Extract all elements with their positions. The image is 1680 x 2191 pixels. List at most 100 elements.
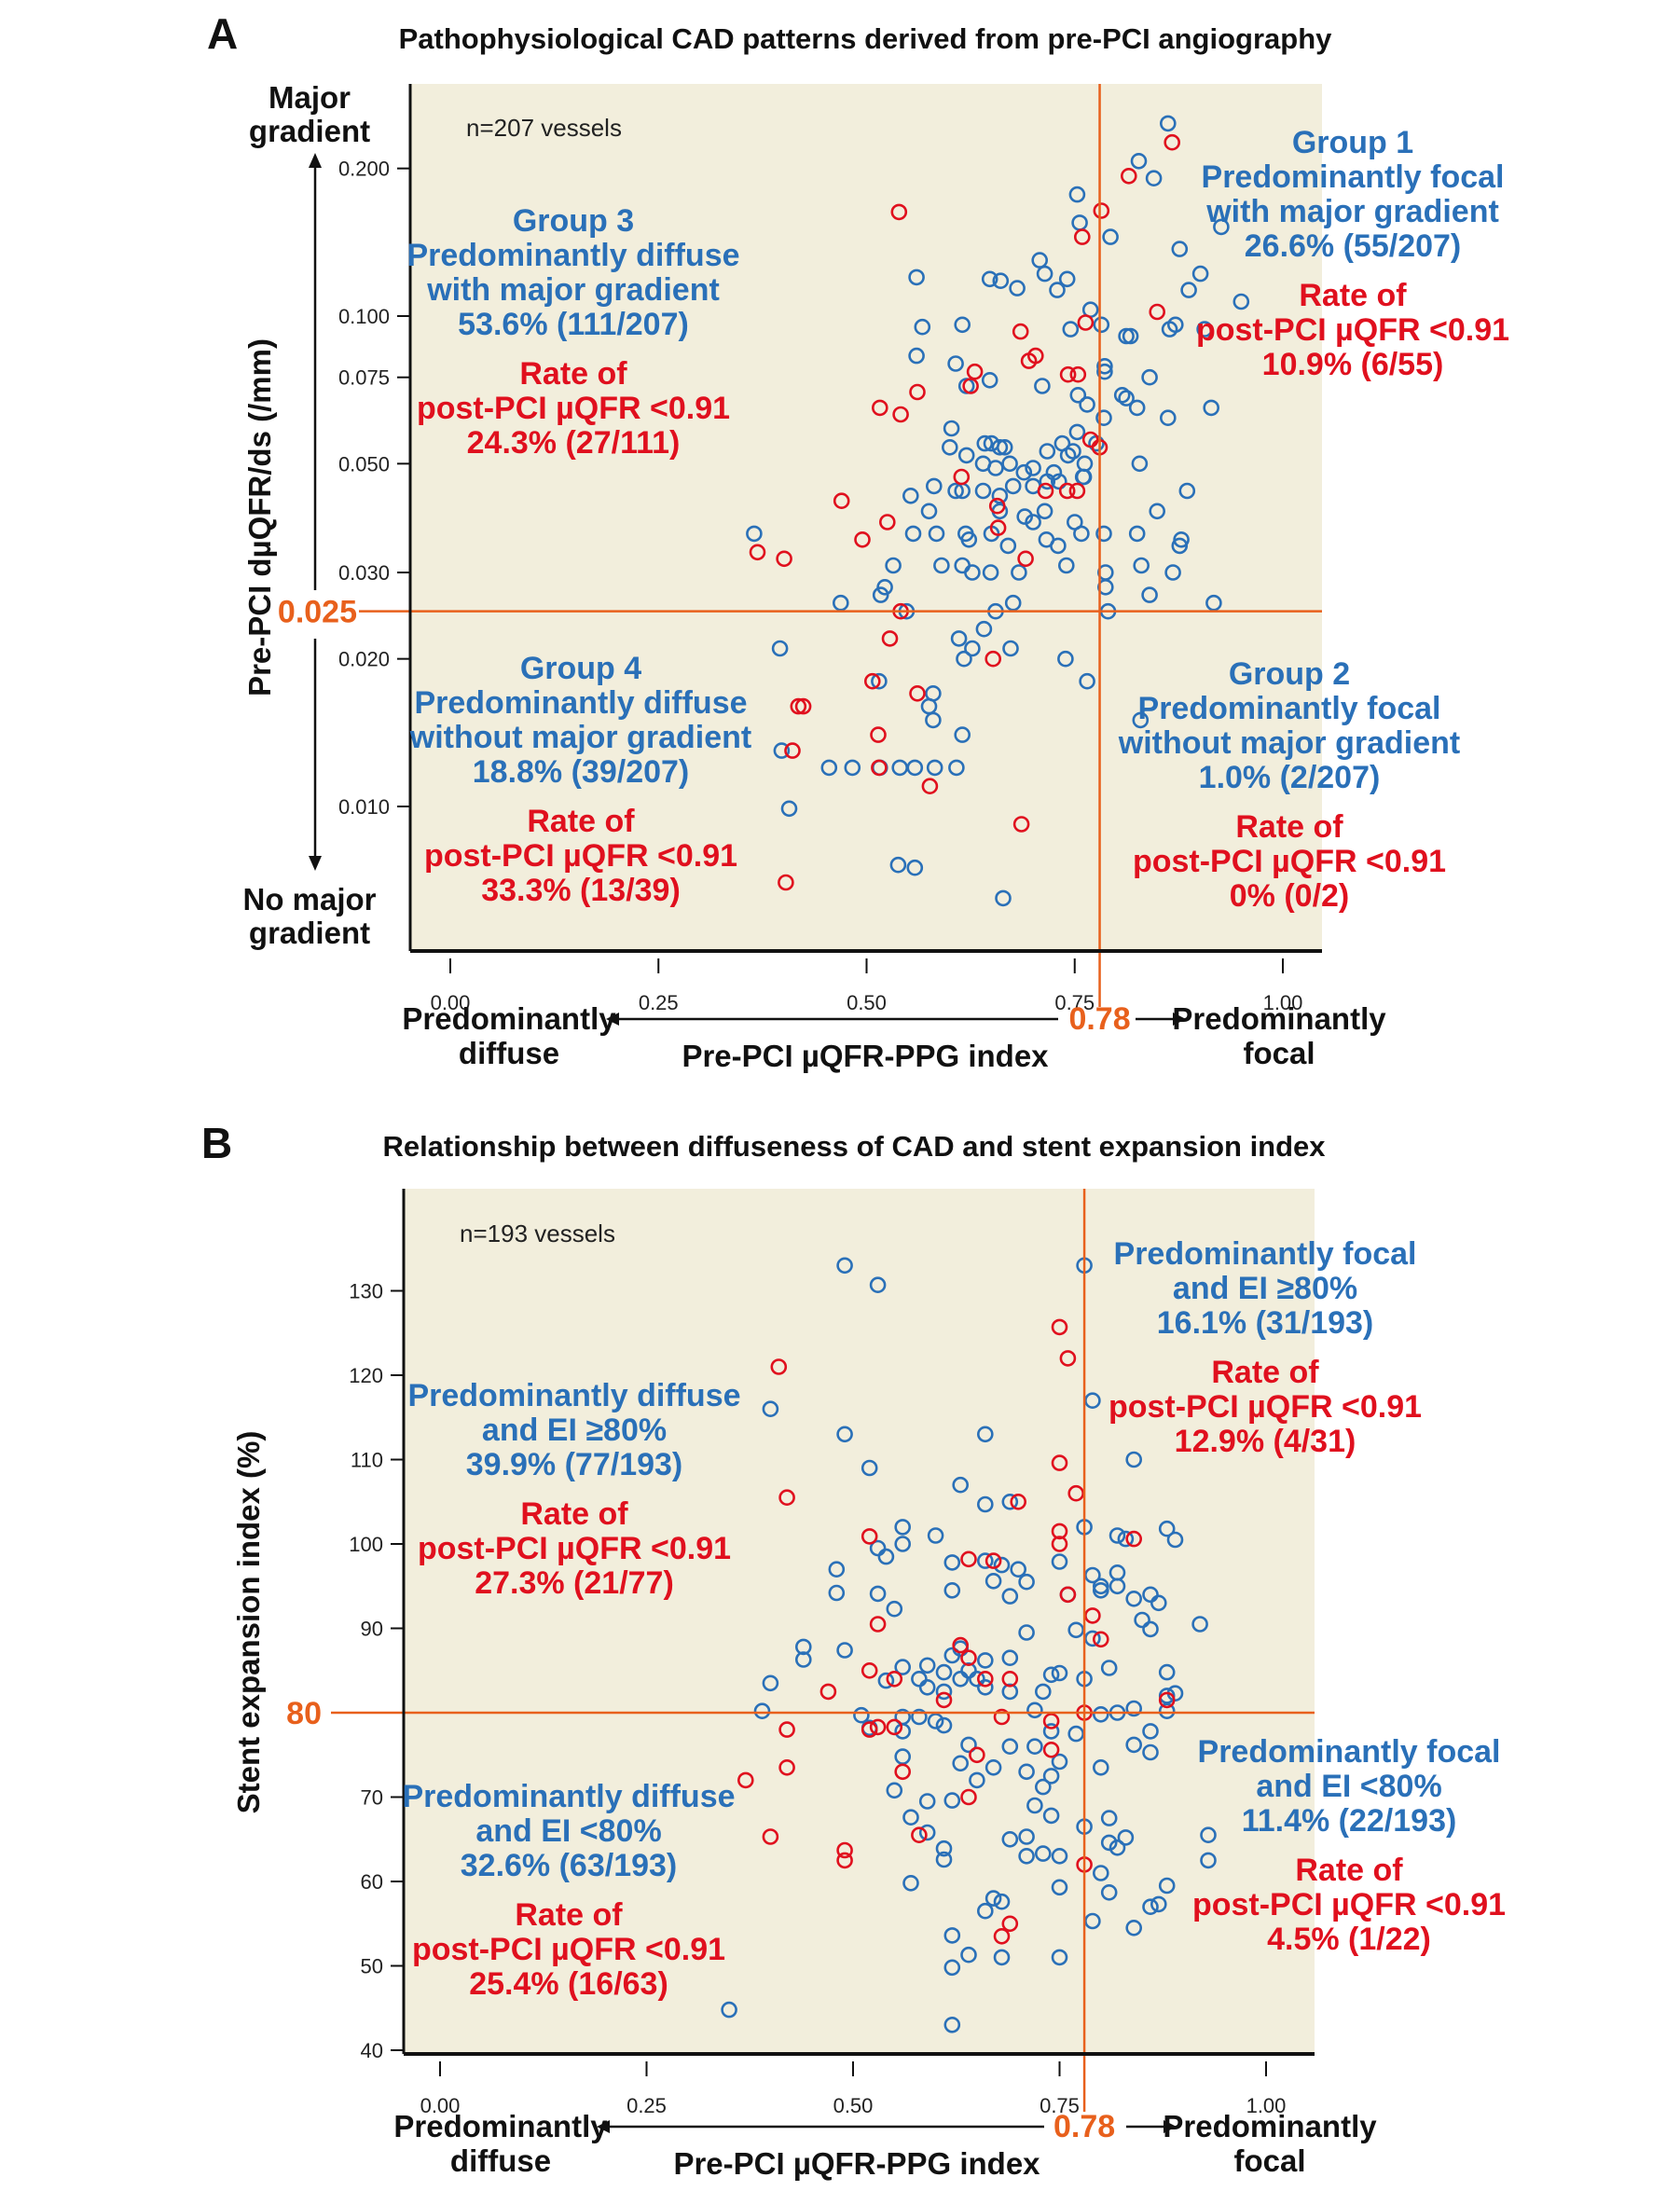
axes-b: 0.00 0.25 0.50 0.75 1.00 40 50 60 70 90 100 110 120 1…	[231, 1189, 1315, 2144]
data-point-red	[861, 1721, 878, 1738]
data-point-red	[952, 1636, 969, 1654]
x-direction-left: diffuse	[459, 1036, 559, 1070]
data-point-red	[886, 1671, 903, 1688]
data-point-blue	[977, 1679, 994, 1696]
annotation-group-bottom-left: Predominantly diffuse	[414, 685, 747, 721]
data-point-red	[969, 1746, 985, 1764]
data-point-blue	[1093, 1865, 1109, 1881]
annotation-rate-top-left: Rate of	[519, 356, 627, 392]
data-point-blue	[1051, 1879, 1068, 1896]
annotation-group-bottom-left: 32.6% (63/193)	[461, 1848, 678, 1883]
annotation-group-bottom-right: Predominantly focal	[1198, 1734, 1501, 1770]
data-point-red	[1051, 1523, 1068, 1540]
data-point-blue	[1001, 1683, 1019, 1701]
data-point-blue	[981, 270, 998, 288]
data-point-blue	[902, 1809, 919, 1826]
data-point-red	[890, 203, 908, 221]
data-point-blue	[987, 460, 1004, 476]
data-point-red	[836, 1852, 853, 1869]
data-point-red	[790, 697, 807, 715]
x-tick-label: 0.00	[420, 2094, 461, 2117]
annotation-rate-bottom-right: Rate of	[1235, 809, 1343, 845]
data-point-blue	[908, 347, 925, 365]
annotation-rate-bottom-right: Rate of	[1295, 1853, 1403, 1888]
annotation-rate-top-right: Rate of	[1211, 1355, 1319, 1390]
data-point-blue	[1130, 153, 1148, 170]
data-point-blue	[1150, 1594, 1167, 1612]
data-point-blue	[853, 1706, 870, 1724]
y-tick-label: 70	[361, 1786, 383, 1810]
x-tick-label: 0.50	[847, 991, 887, 1014]
data-point-blue	[1001, 1588, 1019, 1605]
data-point-red	[988, 497, 1006, 515]
y-direction-top: Major	[269, 80, 351, 115]
data-point-red	[778, 874, 794, 891]
x-tick-label: 0.00	[431, 991, 471, 1014]
data-point-blue	[1051, 473, 1067, 490]
data-point-red	[1084, 1607, 1101, 1624]
annotation-rate-top-left: Rate of	[520, 1496, 628, 1532]
data-point-red	[861, 1528, 878, 1545]
panel-letter-a: A	[207, 9, 238, 58]
data-point-red	[870, 726, 887, 743]
data-point-blue	[992, 272, 1010, 290]
data-point-blue	[943, 1554, 961, 1571]
annotation-group-bottom-left: Predominantly diffuse	[402, 1779, 735, 1814]
x-direction-left: Predominantly	[393, 2109, 608, 2143]
arrow-right-icon	[1173, 1013, 1186, 1026]
data-point-blue	[943, 1792, 961, 1809]
data-point-blue	[918, 1824, 936, 1841]
data-point-red	[1068, 482, 1086, 500]
data-point-blue	[902, 487, 919, 504]
arrow-left-icon	[597, 2120, 610, 2133]
data-point-blue	[872, 586, 889, 603]
data-point-blue	[1084, 1912, 1101, 1930]
data-point-blue	[1051, 1753, 1068, 1771]
annotation-rate-bottom-left: Rate of	[527, 804, 635, 839]
data-point-blue	[1057, 650, 1074, 668]
data-point-red	[894, 1763, 912, 1781]
data-point-blue	[1018, 1828, 1035, 1845]
data-point-blue	[993, 1949, 1011, 1966]
data-point-red	[1164, 133, 1180, 151]
data-point-blue	[1145, 170, 1163, 186]
data-point-blue	[836, 1257, 853, 1275]
data-point-blue	[886, 1782, 903, 1799]
data-point-blue	[1058, 270, 1076, 288]
data-point-blue	[960, 1662, 977, 1679]
y-tick-label: 40	[361, 2039, 383, 2062]
data-point-blue	[1042, 1768, 1060, 1784]
data-point-blue	[1125, 1451, 1142, 1468]
axes-a: 0.00 0.25 0.50 0.75 1.00 0.200 0.100 0.075 0.050…	[242, 84, 1322, 1037]
data-point-blue	[935, 1683, 953, 1701]
data-point-blue	[1171, 537, 1189, 555]
data-point-blue	[1042, 1666, 1060, 1684]
data-point-blue	[1011, 564, 1027, 581]
annotation-group-bottom-right: Predominantly focal	[1138, 691, 1441, 726]
data-point-blue	[918, 1657, 936, 1674]
panel-b-title: Relationship between diffuseness of CAD …	[382, 1130, 1326, 1163]
threshold-label-x: 0.78	[1068, 1001, 1130, 1037]
data-point-red	[960, 1649, 977, 1666]
annotation-group-bottom-left: and EI <80%	[475, 1813, 661, 1849]
arrow-right-icon	[1164, 2120, 1177, 2133]
data-point-blue	[1035, 1778, 1052, 1796]
data-point-blue	[943, 2017, 961, 2033]
annotation-group-top-left: Predominantly diffuse	[407, 1378, 740, 1413]
data-point-red	[1001, 1671, 1019, 1688]
data-point-blue	[1125, 1591, 1142, 1607]
panel-letter-b: B	[201, 1119, 232, 1167]
data-point-blue	[1084, 1392, 1101, 1409]
data-point-red	[1042, 1742, 1060, 1758]
data-point-blue	[1009, 280, 1026, 296]
data-point-blue	[1118, 390, 1135, 407]
data-point-blue	[1034, 378, 1051, 394]
data-point-blue	[794, 1638, 812, 1656]
data-point-blue	[964, 564, 981, 581]
data-point-blue	[1002, 640, 1019, 657]
data-point-blue	[977, 1652, 994, 1669]
data-point-blue	[1015, 463, 1033, 481]
data-point-red	[960, 1550, 977, 1568]
data-point-blue	[844, 759, 861, 777]
